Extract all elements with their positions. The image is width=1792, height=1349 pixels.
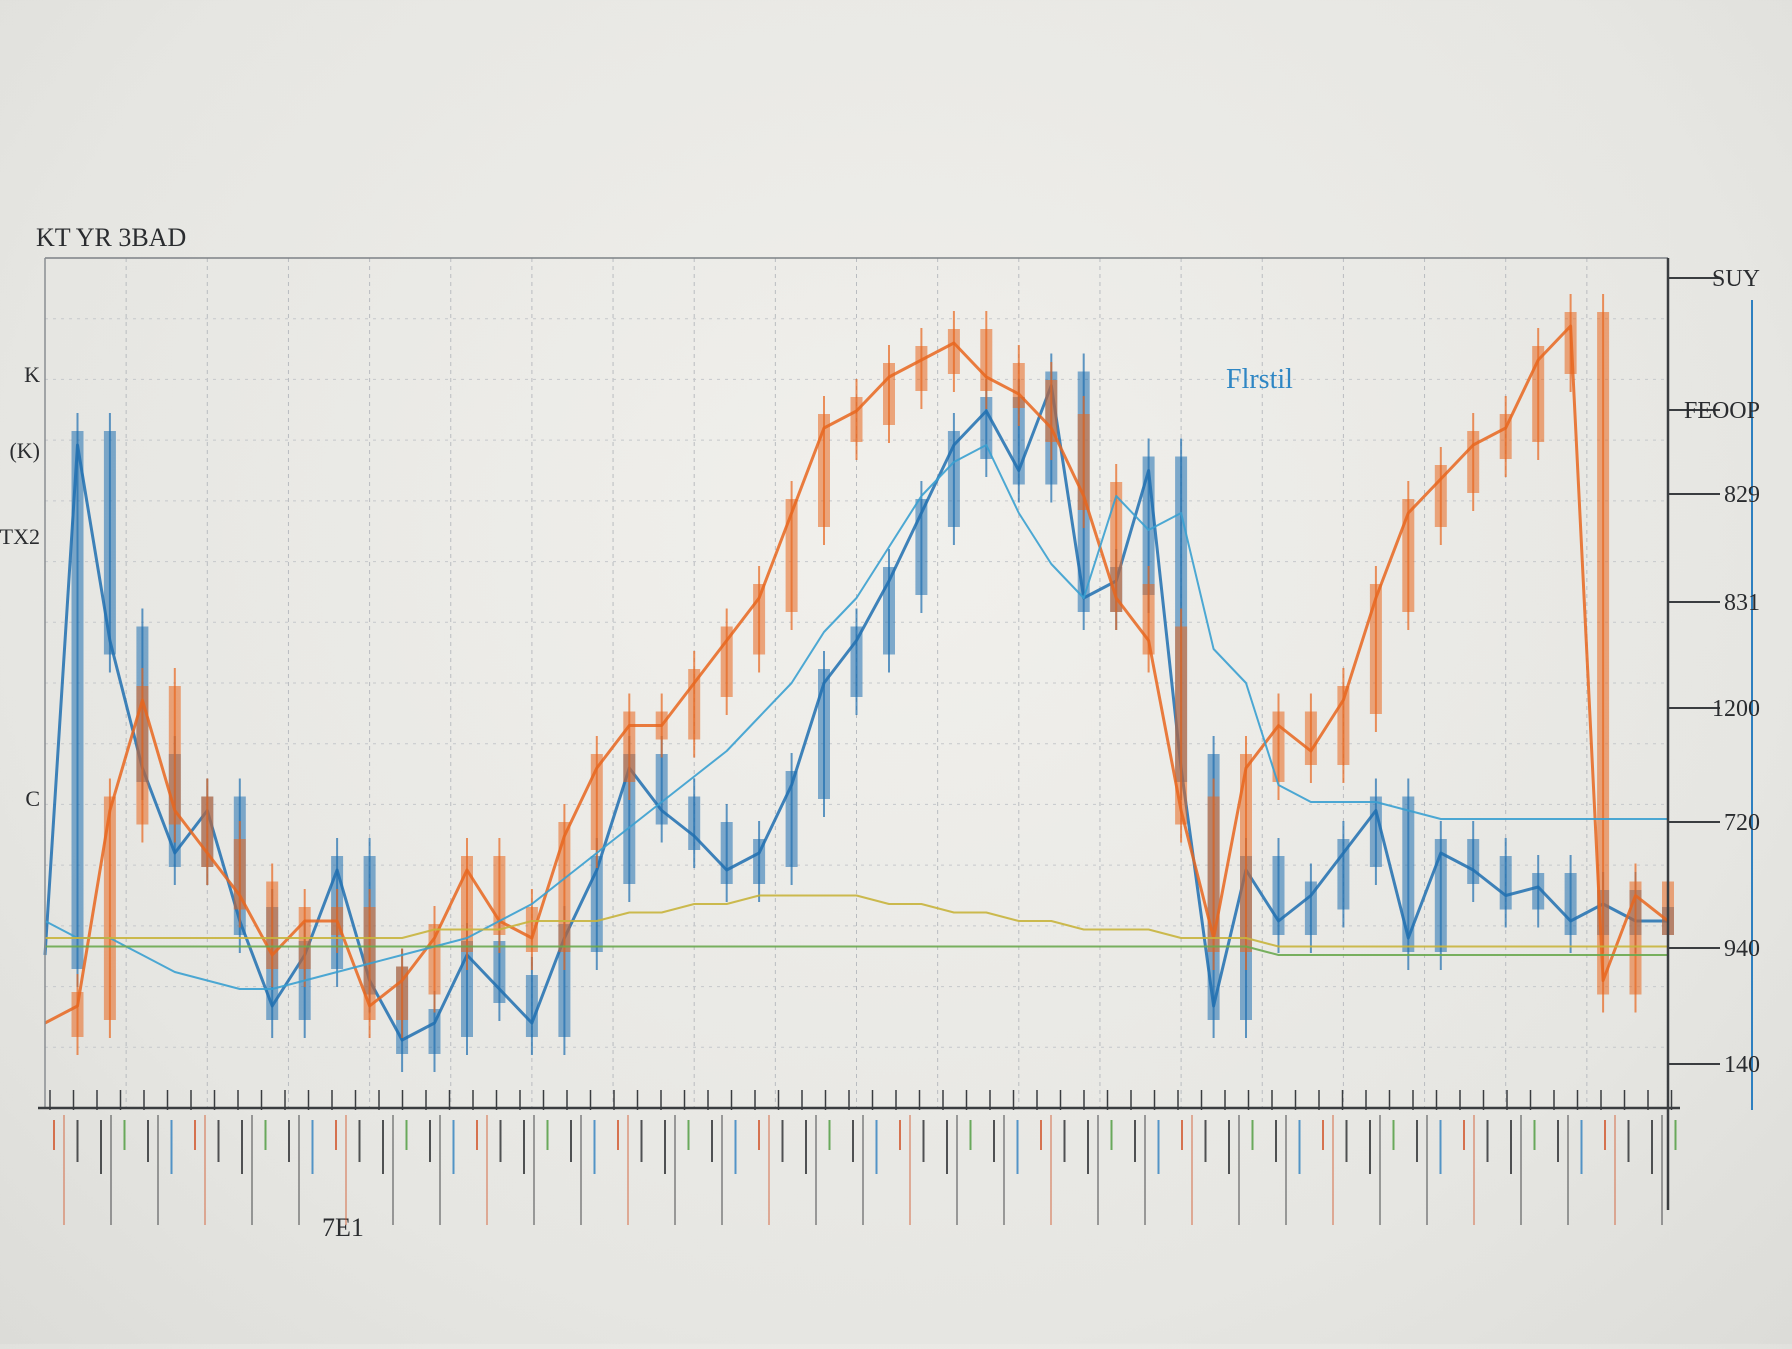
chart-title: KT YR 3BAD [36,223,186,252]
y-tick-right-4: 1200 [1712,696,1760,722]
y-tick-right-2: 829 [1724,482,1760,508]
y-label-left-3: C [25,786,40,811]
axes [38,257,1753,1210]
y-tick-right-3: 831 [1724,590,1760,616]
y-tick-right-7: 140 [1724,1052,1760,1078]
series-line-4 [45,945,1668,956]
series-line-2 [44,444,1668,990]
y-label-left-2: TX2 [0,524,40,549]
y-label-left-0: K [24,362,40,387]
y-tick-right-6: 940 [1724,936,1760,962]
y-tick-right-5: 720 [1724,810,1760,836]
y-tick-right-1: FEOOP [1684,398,1760,424]
inline-label: 7E1 [322,1213,364,1242]
y-label-left-1: (K) [9,438,40,463]
y-tick-right-0: SUY [1712,266,1760,292]
series-line-3 [45,894,1668,948]
labels: KT YR 3BAD Flrstil 7E1 K (K) TX2 C SUY FEOOP 829 8… [0,223,1760,1242]
legend-label-flrstil: Flrstil [1226,364,1293,395]
x-tick-marks [49,1090,1677,1225]
